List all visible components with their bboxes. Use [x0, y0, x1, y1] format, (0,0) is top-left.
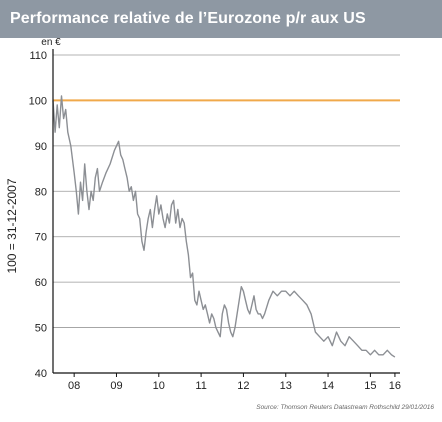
x-tick-label-16: 16	[389, 380, 401, 392]
y-tick-label-80: 80	[35, 186, 47, 198]
axes	[52, 49, 400, 377]
gridlines	[53, 54, 400, 328]
chart-title: Performance relative de l’Eurozone p/r a…	[10, 10, 366, 27]
y-tick-label-50: 50	[35, 323, 47, 335]
x-tick-label-12: 12	[237, 380, 249, 392]
series-group	[52, 95, 396, 358]
x-tick-label-10: 10	[153, 380, 165, 392]
source-note: Source: Thomson Reuters Datastream Roths…	[256, 404, 434, 411]
y-tick-label-100: 100	[29, 95, 47, 107]
x-tick-label-14: 14	[322, 380, 334, 392]
x-tick-label-15: 15	[364, 380, 376, 392]
y-axis-label: 100 = 31-12-2007	[5, 178, 19, 273]
y-tick-label-110: 110	[29, 50, 47, 62]
y-tick-label-70: 70	[35, 232, 47, 244]
y-tick-label-40: 40	[35, 368, 47, 380]
y-tick-label-60: 60	[35, 277, 47, 289]
labels: 110 100 90 80 70 60 50 40 08 09 10 11 12 13 14 15 16 en €…	[5, 37, 401, 392]
x-tick-label-08: 08	[68, 380, 80, 392]
unit-label: en €	[41, 37, 61, 48]
x-tick-label-11: 11	[195, 380, 206, 392]
x-tick-label-13: 13	[280, 380, 292, 392]
y-tick-label-90: 90	[35, 141, 47, 153]
series-line-0	[52, 95, 396, 358]
x-tick-label-09: 09	[110, 380, 122, 392]
chart-title-bar: Performance relative de l’Eurozone p/r a…	[0, 0, 442, 38]
